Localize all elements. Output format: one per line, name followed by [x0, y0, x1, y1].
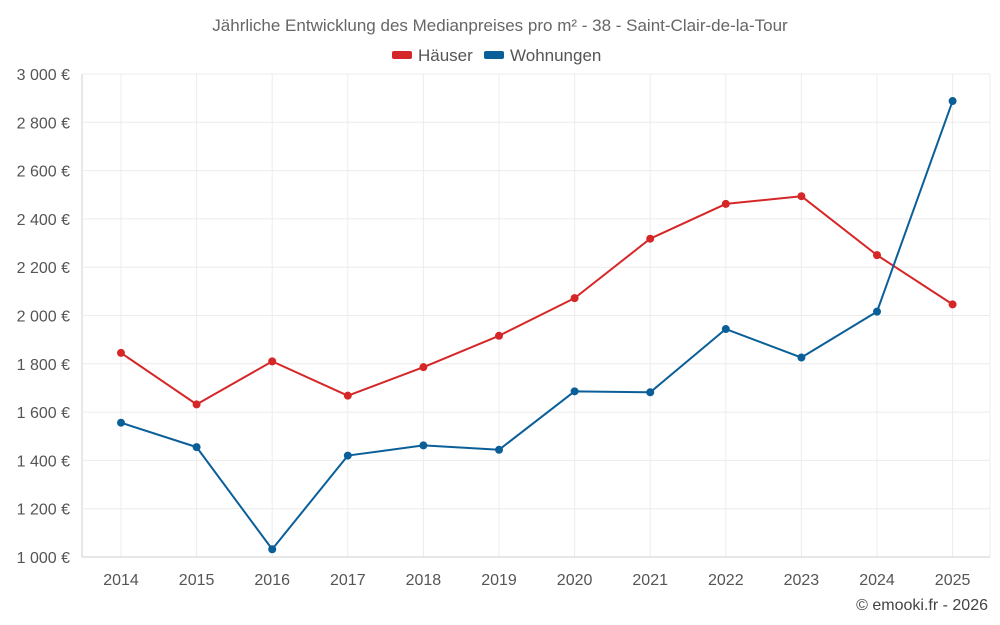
- legend-item[interactable]: Häuser: [392, 46, 473, 65]
- series-layer: [117, 97, 957, 554]
- x-tick-label: 2017: [330, 572, 366, 589]
- data-point[interactable]: [646, 388, 655, 397]
- data-point[interactable]: [268, 357, 277, 366]
- x-tick-label: 2023: [784, 572, 820, 589]
- y-tick-label: 2 200 €: [17, 260, 70, 277]
- y-tick-label: 2 800 €: [17, 115, 70, 132]
- legend-item[interactable]: Wohnungen: [484, 46, 601, 65]
- y-tick-label: 1 200 €: [17, 502, 70, 519]
- data-point[interactable]: [117, 418, 125, 427]
- y-tick-label: 1 000 €: [17, 550, 70, 567]
- x-tick-label: 2016: [254, 572, 290, 589]
- x-tick-label: 2014: [103, 572, 139, 589]
- data-point[interactable]: [646, 234, 655, 243]
- data-point[interactable]: [797, 192, 806, 201]
- legend-label: Wohnungen: [510, 46, 601, 65]
- x-axis-tick-labels: 2014 2015 2016 2017 2018 2019 2020 2021 2022 2023…: [103, 572, 970, 589]
- x-tick-label: 2024: [859, 572, 895, 589]
- y-tick-label: 2 600 €: [17, 164, 70, 181]
- credit-text: © emooki.fr - 2026: [856, 597, 988, 614]
- legend[interactable]: Häuser Wohnungen: [392, 46, 601, 65]
- data-point[interactable]: [873, 251, 881, 260]
- data-point[interactable]: [343, 451, 352, 460]
- data-point[interactable]: [117, 348, 125, 357]
- data-point[interactable]: [268, 545, 277, 554]
- series-2: [117, 97, 957, 554]
- data-point[interactable]: [192, 443, 201, 452]
- y-axis-tick-labels: 1 000 € 1 200 € 1 400 € 1 600 € 1 800 € 2 000…: [17, 67, 70, 567]
- data-point[interactable]: [797, 353, 806, 362]
- x-tick-label: 2019: [481, 572, 517, 589]
- data-point[interactable]: [570, 294, 579, 303]
- data-point[interactable]: [419, 441, 428, 450]
- chart-title: Jährliche Entwicklung des Medianpreises …: [212, 16, 788, 35]
- y-tick-label: 3 000 €: [17, 67, 70, 84]
- y-tick-label: 1 400 €: [17, 453, 70, 470]
- x-tick-label: 2022: [708, 572, 744, 589]
- data-point[interactable]: [873, 307, 881, 316]
- data-point[interactable]: [721, 325, 730, 334]
- legend-label: Häuser: [418, 46, 473, 65]
- y-gridlines: [82, 73, 990, 558]
- data-point[interactable]: [495, 445, 503, 454]
- data-point[interactable]: [495, 331, 503, 340]
- legend-swatch: [392, 51, 412, 59]
- series-line: [120, 100, 954, 551]
- data-point[interactable]: [721, 199, 730, 208]
- x-tick-label: 2025: [935, 572, 971, 589]
- x-tick-label: 2021: [632, 572, 668, 589]
- legend-swatch: [484, 51, 504, 59]
- data-point[interactable]: [948, 97, 957, 106]
- y-tick-label: 2 000 €: [17, 309, 70, 326]
- series-line: [120, 195, 954, 406]
- y-tick-label: 1 800 €: [17, 357, 70, 374]
- data-point[interactable]: [570, 387, 579, 396]
- data-point[interactable]: [343, 391, 352, 400]
- data-point[interactable]: [192, 400, 201, 409]
- y-tick-label: 1 600 €: [17, 405, 70, 422]
- series-1: [117, 192, 957, 409]
- data-point[interactable]: [419, 363, 428, 372]
- x-tick-label: 2018: [406, 572, 442, 589]
- x-tick-label: 2015: [179, 572, 215, 589]
- y-tick-label: 2 400 €: [17, 212, 70, 229]
- data-point[interactable]: [948, 300, 957, 309]
- x-tick-label: 2020: [557, 572, 593, 589]
